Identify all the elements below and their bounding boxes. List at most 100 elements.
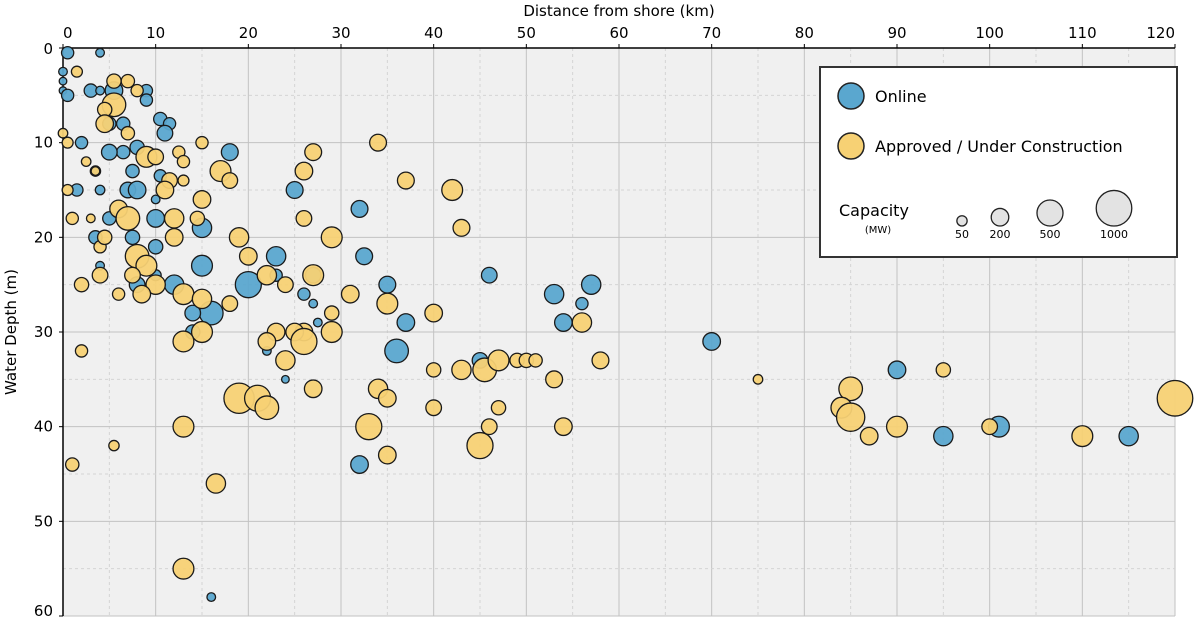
approved-bubble <box>64 457 80 472</box>
approved-bubble <box>90 166 101 177</box>
approved-bubble <box>355 413 383 441</box>
legend-approved-label: Approved / Under Construction <box>875 137 1123 156</box>
approved-bubble <box>108 439 120 452</box>
approved-bubble <box>115 205 141 231</box>
approved-bubble <box>290 327 318 356</box>
legend-online-marker <box>837 82 865 110</box>
approved-bubble <box>320 226 343 249</box>
approved-bubble <box>545 370 564 389</box>
y-tick-label: 30 <box>34 323 53 341</box>
approved-bubble <box>176 154 191 169</box>
approved-bubble <box>221 172 239 189</box>
approved-bubble <box>935 362 952 378</box>
legend-size-label: 200 <box>990 228 1011 241</box>
approved-bubble <box>172 330 195 353</box>
online-bubble <box>95 47 106 58</box>
online-bubble <box>265 245 287 267</box>
online-bubble <box>127 180 147 200</box>
approved-bubble <box>369 133 388 152</box>
legend-online-label: Online <box>875 87 927 106</box>
legend-size-label: 500 <box>1040 228 1061 241</box>
x-tick-label: 120 <box>1146 24 1175 42</box>
approved-bubble <box>74 344 89 358</box>
approved-bubble <box>571 312 593 333</box>
y-tick-label: 0 <box>43 40 53 58</box>
approved-bubble <box>205 473 227 494</box>
online-bubble <box>74 135 89 150</box>
y-tick-label: 20 <box>34 228 53 246</box>
approved-bubble <box>91 266 109 284</box>
approved-bubble <box>228 227 250 248</box>
online-bubble <box>100 143 118 161</box>
x-tick-label: 20 <box>239 24 258 42</box>
x-tick-label: 90 <box>887 24 906 42</box>
approved-bubble <box>130 83 144 98</box>
approved-bubble <box>294 161 314 181</box>
online-bubble <box>190 254 214 277</box>
approved-bubble <box>487 349 510 372</box>
approved-bubble <box>302 264 325 287</box>
legend-size-scale: 50 200 500 1000 <box>955 189 1133 241</box>
online-bubble <box>58 76 68 86</box>
x-tick-label: 30 <box>331 24 350 42</box>
x-tick-label: 0 <box>63 24 73 42</box>
approved-bubble <box>466 431 494 460</box>
approved-bubble <box>424 303 444 323</box>
online-bubble <box>887 360 907 380</box>
approved-bubble <box>752 373 764 385</box>
approved-bubble <box>320 320 343 344</box>
approved-bubble <box>340 284 360 304</box>
online-bubble <box>60 45 75 60</box>
approved-bubble <box>172 415 195 438</box>
approved-bubble <box>254 395 280 421</box>
approved-bubble <box>172 557 195 580</box>
approved-bubble <box>221 295 239 313</box>
online-bubble <box>575 296 589 311</box>
online-bubble <box>146 208 166 228</box>
online-bubble <box>308 298 319 309</box>
approved-bubble <box>120 73 136 89</box>
legend-approved-marker <box>837 132 865 160</box>
approved-bubble <box>61 136 74 149</box>
approved-bubble <box>304 143 323 162</box>
y-tick-label: 50 <box>34 512 53 530</box>
approved-bubble <box>323 305 340 321</box>
legend: Online Approved / Under Construction Cap… <box>819 66 1178 258</box>
approved-bubble <box>835 402 866 432</box>
approved-bubble <box>275 350 296 371</box>
online-bubble <box>350 455 369 474</box>
online-bubble <box>580 274 602 295</box>
approved-bubble <box>425 362 442 378</box>
approved-bubble <box>838 376 864 402</box>
approved-bubble <box>1071 425 1094 448</box>
approved-bubble <box>111 287 126 301</box>
online-bubble <box>396 313 416 332</box>
approved-bubble <box>61 183 74 197</box>
approved-bubble <box>451 359 472 381</box>
approved-bubble <box>96 229 113 246</box>
approved-bubble <box>591 351 610 370</box>
legend-size-label: 50 <box>955 228 969 241</box>
x-tick-label: 10 <box>146 24 165 42</box>
approved-bubble <box>73 276 90 293</box>
approved-bubble <box>191 288 213 310</box>
online-bubble <box>297 287 311 301</box>
legend-capacity-title: Capacity <box>839 201 909 220</box>
approved-bubble <box>480 418 498 436</box>
approved-bubble <box>106 73 122 89</box>
approved-bubble <box>452 218 471 237</box>
x-tick-label: 40 <box>424 24 443 42</box>
approved-bubble <box>147 148 165 166</box>
approved-bubble <box>145 274 166 295</box>
online-bubble <box>355 247 374 266</box>
approved-bubble <box>70 65 84 78</box>
online-bubble <box>139 93 154 107</box>
x-tick-label: 70 <box>702 24 721 42</box>
approved-bubble <box>257 332 277 351</box>
approved-bubble <box>256 264 278 286</box>
online-bubble <box>384 338 410 364</box>
online-bubble <box>58 66 68 77</box>
approved-bubble <box>303 379 323 399</box>
online-bubble <box>60 88 75 103</box>
online-bubble <box>125 163 140 179</box>
